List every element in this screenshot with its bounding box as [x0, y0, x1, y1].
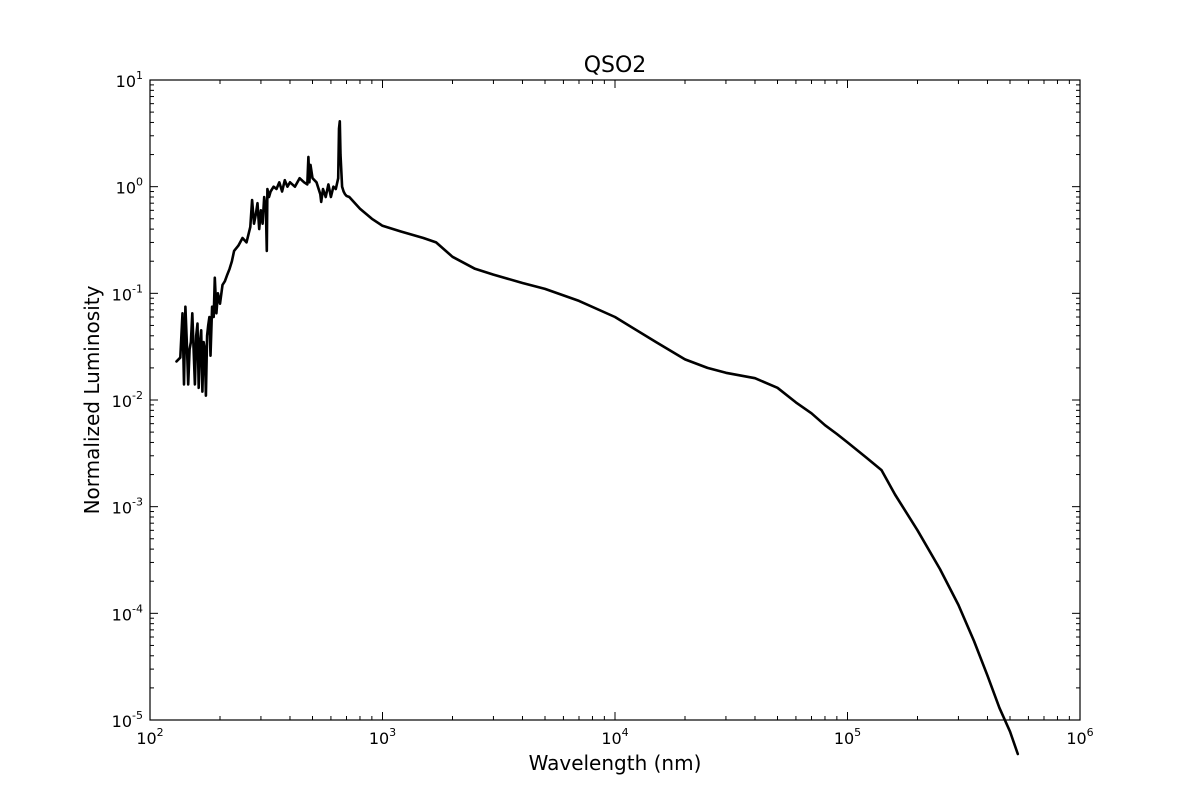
- y-tick-label: 10-2: [112, 389, 143, 411]
- y-axis-label: Normalized Luminosity: [80, 285, 104, 514]
- plot-frame: [149, 79, 1081, 721]
- x-tick-label: 102: [136, 726, 163, 748]
- x-tick-label: 106: [1066, 726, 1093, 748]
- y-tick-label: 101: [116, 69, 143, 91]
- tick-labels: 102 103 104 105 106 10-5 10-4 10-3 10-2 10-1 100 10…: [112, 69, 1094, 748]
- x-axis-label: Wavelength (nm): [529, 751, 702, 775]
- series-line: [175, 120, 1020, 756]
- y-tick-label: 100: [116, 176, 143, 198]
- y-tick-label: 10-4: [112, 602, 143, 624]
- y-tick-label: 10-5: [112, 709, 143, 731]
- x-tick-label: 105: [834, 726, 861, 748]
- y-tick-label: 10-3: [112, 496, 143, 518]
- y-tick-label: 10-1: [112, 282, 143, 304]
- chart-title: QSO2: [584, 53, 647, 78]
- x-tick-label: 103: [369, 726, 396, 748]
- x-tick-label: 104: [601, 726, 628, 748]
